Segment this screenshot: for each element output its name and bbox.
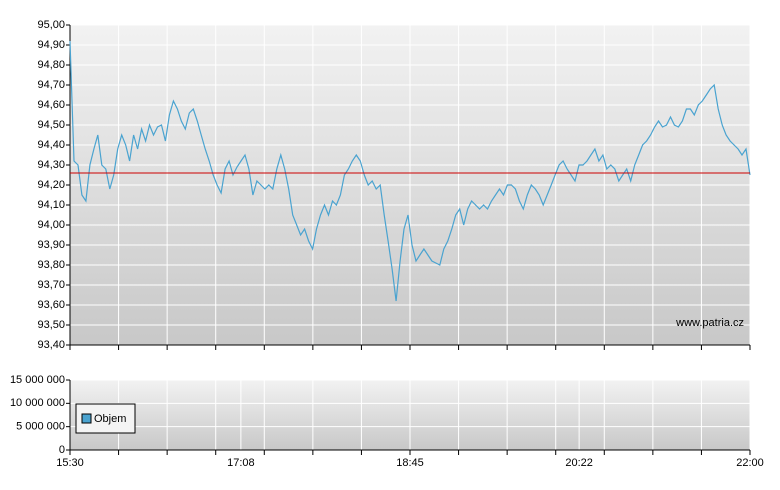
y-tick-label: 94,90 [37, 39, 65, 51]
y-tick-label: 94,80 [37, 59, 65, 71]
y-tick-label: 94,70 [37, 79, 65, 91]
y-tick-label: 0 [59, 444, 65, 456]
y-tick-label: 10 000 000 [10, 397, 65, 409]
y-tick-label: 93,70 [37, 279, 65, 291]
price-line [69, 40, 751, 302]
y-tick-label: 93,80 [37, 259, 65, 271]
x-tick-label: 15:30 [56, 457, 84, 469]
x-tick-label: 18:45 [396, 457, 424, 469]
y-tick-label: 94,20 [37, 179, 65, 191]
legend-swatch [81, 413, 92, 424]
x-tick-label: 20:22 [565, 457, 593, 469]
x-tick-label: 22:00 [736, 457, 764, 469]
y-tick-label: 95,00 [37, 19, 65, 31]
y-tick-label: 93,40 [37, 339, 65, 351]
y-tick-label: 94,30 [37, 159, 65, 171]
x-tick-label: 17:08 [227, 457, 255, 469]
y-tick-label: 93,50 [37, 319, 65, 331]
y-tick-label: 5 000 000 [16, 421, 65, 433]
y-tick-label: 94,50 [37, 119, 65, 131]
legend: Objem [75, 403, 136, 434]
watermark: www.patria.cz [675, 317, 744, 329]
y-tick-label: 94,00 [37, 219, 65, 231]
y-tick-label: 93,60 [37, 299, 65, 311]
legend-label: Objem [94, 413, 126, 425]
y-tick-label: 94,40 [37, 139, 65, 151]
y-tick-label: 93,90 [37, 239, 65, 251]
y-tick-label: 94,60 [37, 99, 65, 111]
y-tick-label: 94,10 [37, 199, 65, 211]
y-tick-label: 15 000 000 [10, 374, 65, 386]
